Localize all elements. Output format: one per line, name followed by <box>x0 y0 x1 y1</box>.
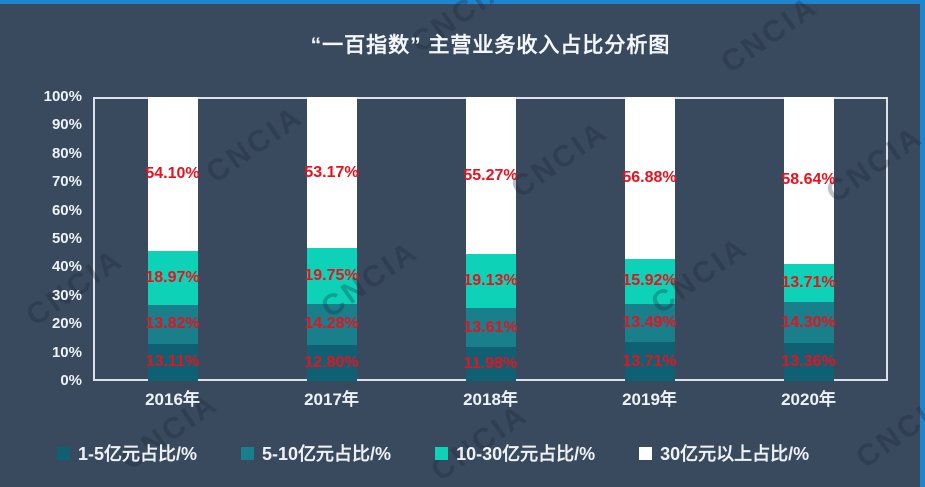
bar-segment-series2 <box>147 304 198 344</box>
y-tick-label: 80% <box>51 144 82 162</box>
data-label: 13.71% <box>622 352 677 370</box>
legend-swatch-icon <box>241 446 255 460</box>
bar-segment-series4 <box>306 97 357 249</box>
data-label: 19.75% <box>304 267 359 285</box>
x-tick-label: 2019年 <box>622 390 677 409</box>
y-tick-label: 70% <box>51 173 82 191</box>
legend-item: 5-10亿元占比/% <box>241 440 391 466</box>
data-label: 13.11% <box>145 353 200 371</box>
legend-swatch-icon <box>435 446 449 460</box>
bar-segment-series3 <box>783 263 834 303</box>
x-tick-label: 2016年 <box>145 390 200 409</box>
legend-label: 1-5亿元占比/% <box>78 444 198 464</box>
legend-label: 10-30亿元占比/% <box>456 444 596 464</box>
y-tick-label: 40% <box>51 258 82 276</box>
bar-segment-series3 <box>147 250 198 305</box>
y-tick-label: 50% <box>51 230 82 247</box>
legend-label: 30亿元以上占比/% <box>660 444 810 464</box>
right-accent-bar <box>920 0 925 487</box>
y-tick-label: 30% <box>51 286 82 304</box>
bar-segment-series2 <box>624 303 675 343</box>
y-tick-label: 0% <box>60 372 82 389</box>
x-tick-label: 2018年 <box>463 390 518 409</box>
bar-segment-series2 <box>465 308 516 347</box>
bar-segment-series1 <box>624 342 675 381</box>
bar-segment-series4 <box>147 97 198 251</box>
bar-segment-series3 <box>624 258 675 304</box>
bar-2019年: 13.71% 13.49% 15.92% 56.88% <box>570 97 729 381</box>
x-tick-label: 2020年 <box>781 390 836 409</box>
data-label: 11.98% <box>463 354 518 372</box>
data-label: 13.36% <box>781 353 836 371</box>
data-label: 55.27% <box>463 166 518 184</box>
data-label: 58.64% <box>781 171 836 189</box>
data-label: 13.61% <box>463 318 518 336</box>
y-tick-label: 20% <box>51 315 82 333</box>
bar-2017年: 12.80% 14.28% 19.75% 53.17% <box>252 97 411 381</box>
y-tick-label: 10% <box>51 343 82 361</box>
bar-segment-series1 <box>465 346 516 381</box>
data-label: 54.10% <box>145 164 200 182</box>
data-label: 53.17% <box>304 163 359 181</box>
bar-2018年: 11.98% 13.61% 19.13% 55.27% <box>411 97 570 381</box>
legend: 1-5亿元占比/% 5-10亿元占比/% 10-30亿元占比/% 30亿元以上占比/% <box>57 440 809 466</box>
x-tick-label: 2017年 <box>304 390 359 409</box>
bar-segment-series4 <box>624 97 675 259</box>
data-label: 15.92% <box>622 272 677 290</box>
y-axis: 100% 90% 80% 70% 60% 50% 40% 30% 20% 10% 0% <box>0 0 88 487</box>
bar-segment-series1 <box>306 344 357 381</box>
top-accent-bar <box>0 0 925 4</box>
data-label: 19.13% <box>463 272 518 290</box>
y-tick-label: 100% <box>43 88 82 105</box>
data-label: 13.49% <box>622 313 677 331</box>
data-label: 18.97% <box>145 268 200 286</box>
legend-item: 1-5亿元占比/% <box>57 440 197 466</box>
data-label: 14.28% <box>304 315 359 333</box>
data-label: 56.88% <box>622 168 677 186</box>
chart-title: “一百指数” 主营业务收入占比分析图 <box>310 34 671 57</box>
x-axis: 2016年 2017年 2018年 2019年 2020年 <box>93 388 888 412</box>
bar-segment-series3 <box>465 254 516 309</box>
data-label: 13.71% <box>781 273 836 291</box>
y-tick-label: 60% <box>51 201 82 219</box>
bar-segment-series3 <box>306 248 357 305</box>
legend-item: 10-30亿元占比/% <box>435 440 595 466</box>
legend-swatch-icon <box>57 446 70 460</box>
legend-item: 30亿元以上占比/% <box>639 440 809 466</box>
bar-segment-series2 <box>783 302 834 344</box>
bar-2016年: 13.11% 13.82% 18.97% 54.10% <box>93 97 252 381</box>
bar-segment-series4 <box>465 97 516 254</box>
bar-2020年: 13.36% 14.30% 13.71% 58.64% <box>729 96 888 381</box>
bar-segment-series1 <box>783 343 834 381</box>
legend-label: 5-10亿元占比/% <box>262 444 392 464</box>
data-label: 13.82% <box>145 315 200 333</box>
y-tick-label: 90% <box>51 116 82 134</box>
bar-segment-series4 <box>783 96 834 264</box>
bars-layer: 13.11% 13.82% 18.97% 54.10% 12.80% 14.28% 19.7… <box>93 96 888 381</box>
legend-swatch-icon <box>639 446 653 460</box>
bar-segment-series1 <box>147 343 198 381</box>
data-label: 12.80% <box>304 353 359 371</box>
data-label: 14.30% <box>781 313 836 331</box>
bar-segment-series2 <box>306 304 357 345</box>
